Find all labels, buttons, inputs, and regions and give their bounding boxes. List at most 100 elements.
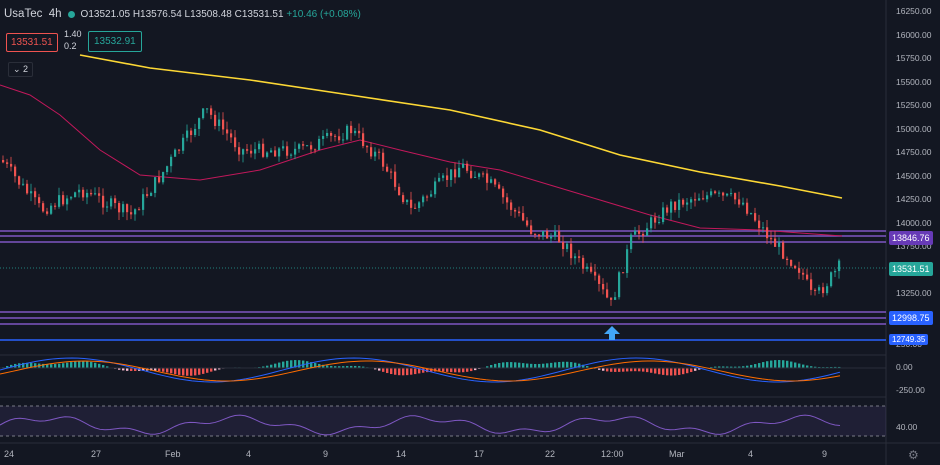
candle-body — [210, 108, 213, 115]
candle-body — [22, 183, 25, 185]
macd-histogram-bar — [790, 361, 793, 368]
candle-body — [150, 192, 153, 196]
macd-histogram-bar — [338, 366, 341, 368]
candle-body — [622, 272, 625, 274]
macd-histogram-bar — [374, 368, 377, 370]
candle-body — [354, 130, 357, 134]
candle-body — [666, 207, 669, 213]
macd-histogram-bar — [130, 368, 133, 372]
macd-histogram-bar — [658, 368, 661, 375]
macd-histogram-bar — [558, 361, 561, 368]
macd-histogram-bar — [10, 364, 13, 368]
candle-body — [194, 128, 197, 136]
candle-body — [86, 192, 89, 198]
ma-fast-line — [0, 84, 843, 237]
macd-histogram-bar — [654, 368, 657, 374]
macd-histogram-bar — [534, 363, 537, 368]
macd-histogram-bar — [426, 368, 429, 373]
macd-histogram-bar — [798, 363, 801, 368]
candle-body — [114, 198, 117, 204]
rsi-line — [0, 414, 841, 436]
macd-histogram-bar — [670, 368, 673, 376]
macd-histogram-bar — [626, 368, 629, 372]
candle-body — [322, 135, 325, 139]
candle-body — [758, 220, 761, 229]
macd-histogram-bar — [678, 368, 681, 375]
candle-body — [286, 146, 289, 156]
candle-body — [482, 173, 485, 175]
candle-body — [590, 266, 593, 272]
macd-histogram-bar — [630, 368, 633, 372]
macd-histogram-bar — [834, 366, 837, 368]
macd-histogram-bar — [550, 362, 553, 368]
macd-histogram-bar — [314, 363, 317, 368]
macd-histogram-bar — [354, 365, 357, 368]
candle-body — [362, 133, 365, 147]
macd-histogram-bar — [746, 365, 749, 368]
candle-body — [414, 207, 417, 209]
macd-histogram-bar — [446, 368, 449, 372]
candle-body — [782, 242, 785, 259]
candle-body — [126, 204, 129, 213]
macd-histogram-bar — [310, 362, 313, 368]
macd-histogram-bar — [26, 362, 29, 368]
macd-histogram-bar — [618, 368, 621, 372]
gear-icon[interactable]: ⚙ — [908, 448, 919, 462]
candle-body — [66, 198, 69, 205]
candle-body — [638, 230, 641, 234]
candle-body — [578, 256, 581, 258]
macd-histogram-bar — [350, 365, 353, 368]
price-axis-label: 15250.00 — [896, 100, 932, 110]
macd-histogram-bar — [414, 368, 417, 375]
macd-histogram-bar — [486, 366, 489, 368]
candle-body — [246, 149, 249, 151]
macd-histogram-bar — [106, 366, 109, 368]
macd-histogram-bar — [838, 366, 841, 368]
macd-histogram-bar — [382, 368, 385, 372]
macd-histogram-bar — [698, 368, 701, 370]
macd-histogram-bar — [82, 361, 85, 368]
macd-histogram-bar — [454, 368, 457, 373]
candle-body — [766, 227, 769, 239]
level-tag-low: 12998.75 — [889, 311, 933, 325]
candle-body — [706, 195, 709, 200]
candle-body — [678, 199, 681, 210]
candle-body — [618, 272, 621, 298]
candle-body — [326, 133, 329, 136]
collapse-indicators-button[interactable]: ⌄ 2 — [8, 62, 34, 77]
price-axis-label: 14250.00 — [896, 194, 932, 204]
candle-body — [686, 202, 689, 205]
candle-body — [278, 148, 281, 157]
macd-histogram-bar — [770, 360, 773, 368]
time-axis-label: 24 — [4, 449, 15, 459]
macd-histogram-bar — [406, 368, 409, 376]
candle-body — [418, 202, 421, 208]
buy-button[interactable]: 13532.91 — [88, 31, 142, 52]
macd-histogram-bar — [570, 362, 573, 368]
macd-histogram-bar — [714, 366, 717, 368]
candle-body — [534, 233, 537, 235]
symbol-label[interactable]: UsaTec 4h — [4, 8, 62, 20]
candle-body — [142, 194, 145, 210]
candle-body — [822, 287, 825, 294]
candle-body — [26, 183, 29, 194]
sell-button[interactable]: 13531.51 — [6, 33, 58, 52]
candle-body — [538, 234, 541, 237]
macd-line — [0, 357, 841, 383]
macd-histogram-bar — [306, 361, 309, 368]
candle-body — [642, 233, 645, 236]
candle-body — [498, 184, 501, 189]
candle-body — [682, 199, 685, 205]
macd-histogram-bar — [270, 364, 273, 368]
macd-histogram-bar — [502, 362, 505, 368]
macd-histogram-bar — [758, 363, 761, 368]
macd-histogram-bar — [330, 365, 333, 368]
macd-histogram-bar — [74, 361, 77, 368]
candle-body — [78, 189, 81, 193]
candle-body — [106, 206, 109, 208]
candle-body — [102, 195, 105, 208]
macd-histogram-bar — [198, 368, 201, 375]
time-axis-label: 12:00 — [601, 449, 624, 459]
candle-body — [702, 198, 705, 200]
